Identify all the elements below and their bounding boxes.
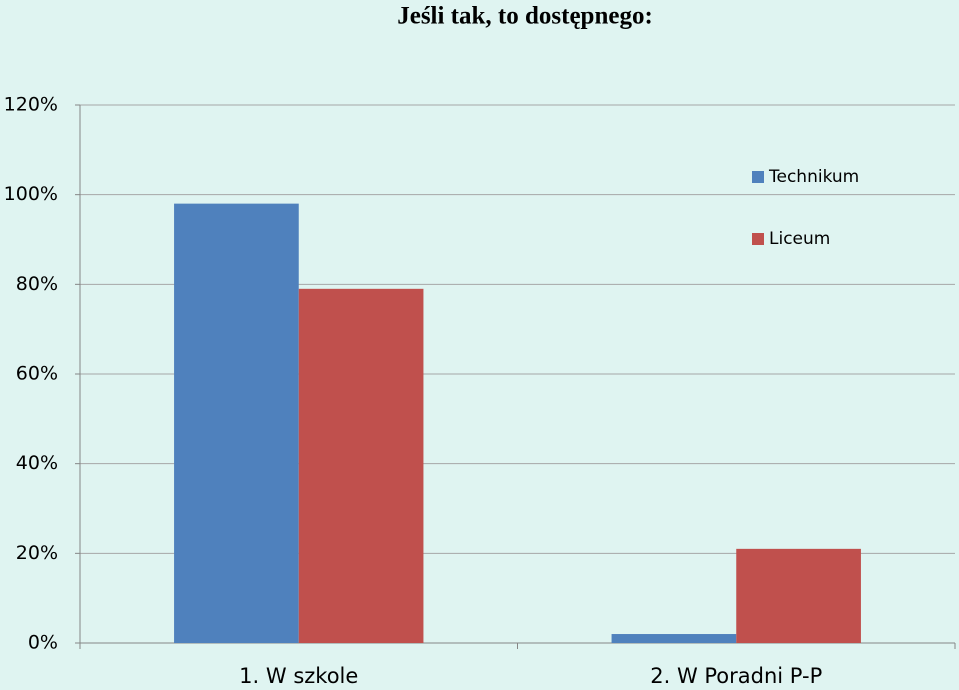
bar (736, 548, 861, 643)
x-tick-label: 1. W szkole (239, 664, 358, 688)
y-tick-label: 20% (16, 542, 58, 564)
y-tick-label: 80% (16, 273, 58, 295)
legend-swatch (752, 233, 764, 245)
x-tick-label: 2. W Poradni P-P (650, 664, 822, 688)
bar (174, 203, 299, 643)
bar (611, 634, 737, 643)
legend-label: Liceum (769, 229, 830, 249)
y-tick-label: 40% (16, 452, 58, 474)
bar (298, 288, 424, 643)
y-tick-label: 60% (16, 363, 58, 385)
y-tick-label: 100% (4, 183, 58, 205)
chart-title: Jeśli tak, to dostępnego: (397, 3, 653, 30)
y-tick-label: 0% (28, 632, 58, 654)
legend-label: Technikum (768, 167, 859, 187)
legend-swatch (752, 171, 764, 183)
y-tick-label: 120% (4, 94, 58, 116)
